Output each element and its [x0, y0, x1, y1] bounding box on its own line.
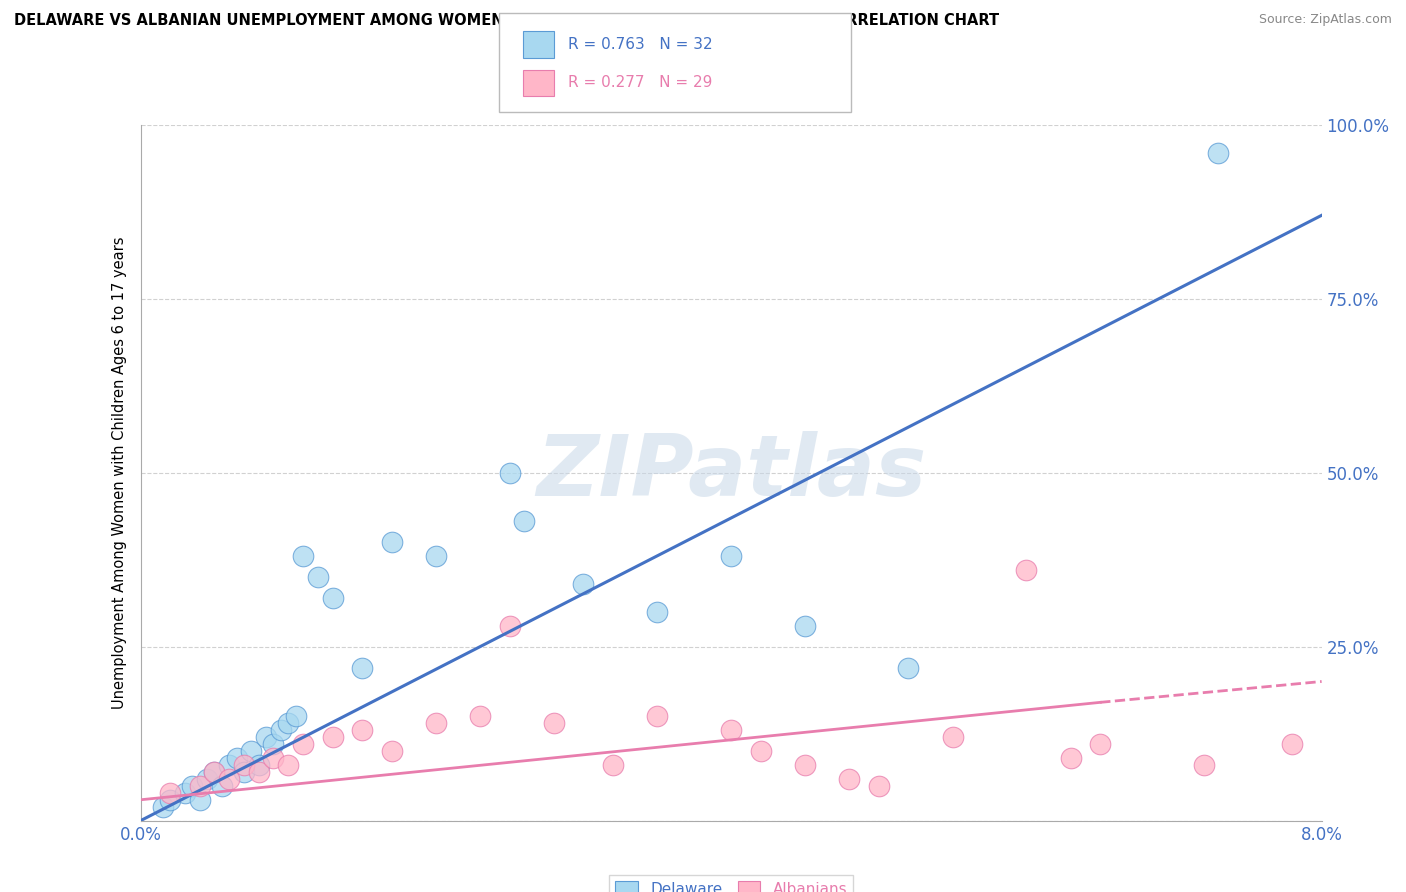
Point — [202, 764, 225, 779]
Point — [794, 758, 817, 772]
Point — [794, 619, 817, 633]
Point — [1192, 758, 1215, 772]
Text: ZIPatlas: ZIPatlas — [536, 431, 927, 515]
Point — [181, 779, 204, 793]
Point — [152, 799, 174, 814]
Point — [284, 709, 307, 723]
Point — [352, 723, 374, 738]
Point — [470, 709, 492, 723]
Point — [232, 764, 256, 779]
Point — [602, 758, 624, 772]
Point — [543, 716, 565, 731]
Point — [380, 535, 402, 549]
Point — [159, 786, 181, 800]
Point — [277, 716, 299, 731]
Text: R = 0.277   N = 29: R = 0.277 N = 29 — [568, 76, 713, 90]
Point — [897, 660, 920, 674]
Point — [720, 723, 742, 738]
Text: Source: ZipAtlas.com: Source: ZipAtlas.com — [1258, 13, 1392, 27]
Point — [838, 772, 860, 786]
Point — [572, 577, 595, 591]
Point — [211, 779, 233, 793]
Point — [720, 549, 742, 564]
Point — [513, 515, 536, 529]
Point — [195, 772, 218, 786]
Point — [225, 751, 247, 765]
Point — [498, 466, 520, 480]
Point — [645, 709, 669, 723]
Point — [174, 786, 197, 800]
Y-axis label: Unemployment Among Women with Children Ages 6 to 17 years: Unemployment Among Women with Children A… — [111, 236, 127, 709]
Point — [188, 779, 211, 793]
Point — [1015, 563, 1038, 577]
Point — [321, 730, 344, 744]
Point — [425, 549, 447, 564]
Point — [645, 605, 669, 619]
Point — [498, 619, 520, 633]
Point — [1281, 737, 1303, 751]
Point — [254, 730, 277, 744]
Point — [292, 737, 315, 751]
Point — [218, 772, 240, 786]
Point — [942, 730, 965, 744]
Point — [232, 758, 256, 772]
Point — [188, 793, 211, 807]
Point — [1206, 145, 1229, 160]
Point — [749, 744, 772, 758]
Legend: Delaware, Albanians: Delaware, Albanians — [609, 874, 853, 892]
Point — [380, 744, 402, 758]
Point — [868, 779, 890, 793]
Point — [1060, 751, 1083, 765]
Point — [218, 758, 240, 772]
Point — [270, 723, 292, 738]
Point — [247, 758, 270, 772]
Point — [262, 737, 284, 751]
Point — [1088, 737, 1111, 751]
Point — [307, 570, 329, 584]
Point — [277, 758, 299, 772]
Point — [159, 793, 181, 807]
Point — [202, 764, 225, 779]
Point — [247, 764, 270, 779]
Point — [425, 716, 447, 731]
Point — [240, 744, 263, 758]
Point — [292, 549, 315, 564]
Text: R = 0.763   N = 32: R = 0.763 N = 32 — [568, 37, 713, 52]
Text: DELAWARE VS ALBANIAN UNEMPLOYMENT AMONG WOMEN WITH CHILDREN AGES 6 TO 17 YEARS C: DELAWARE VS ALBANIAN UNEMPLOYMENT AMONG … — [14, 13, 1000, 29]
Point — [262, 751, 284, 765]
Point — [352, 660, 374, 674]
Point — [321, 591, 344, 605]
